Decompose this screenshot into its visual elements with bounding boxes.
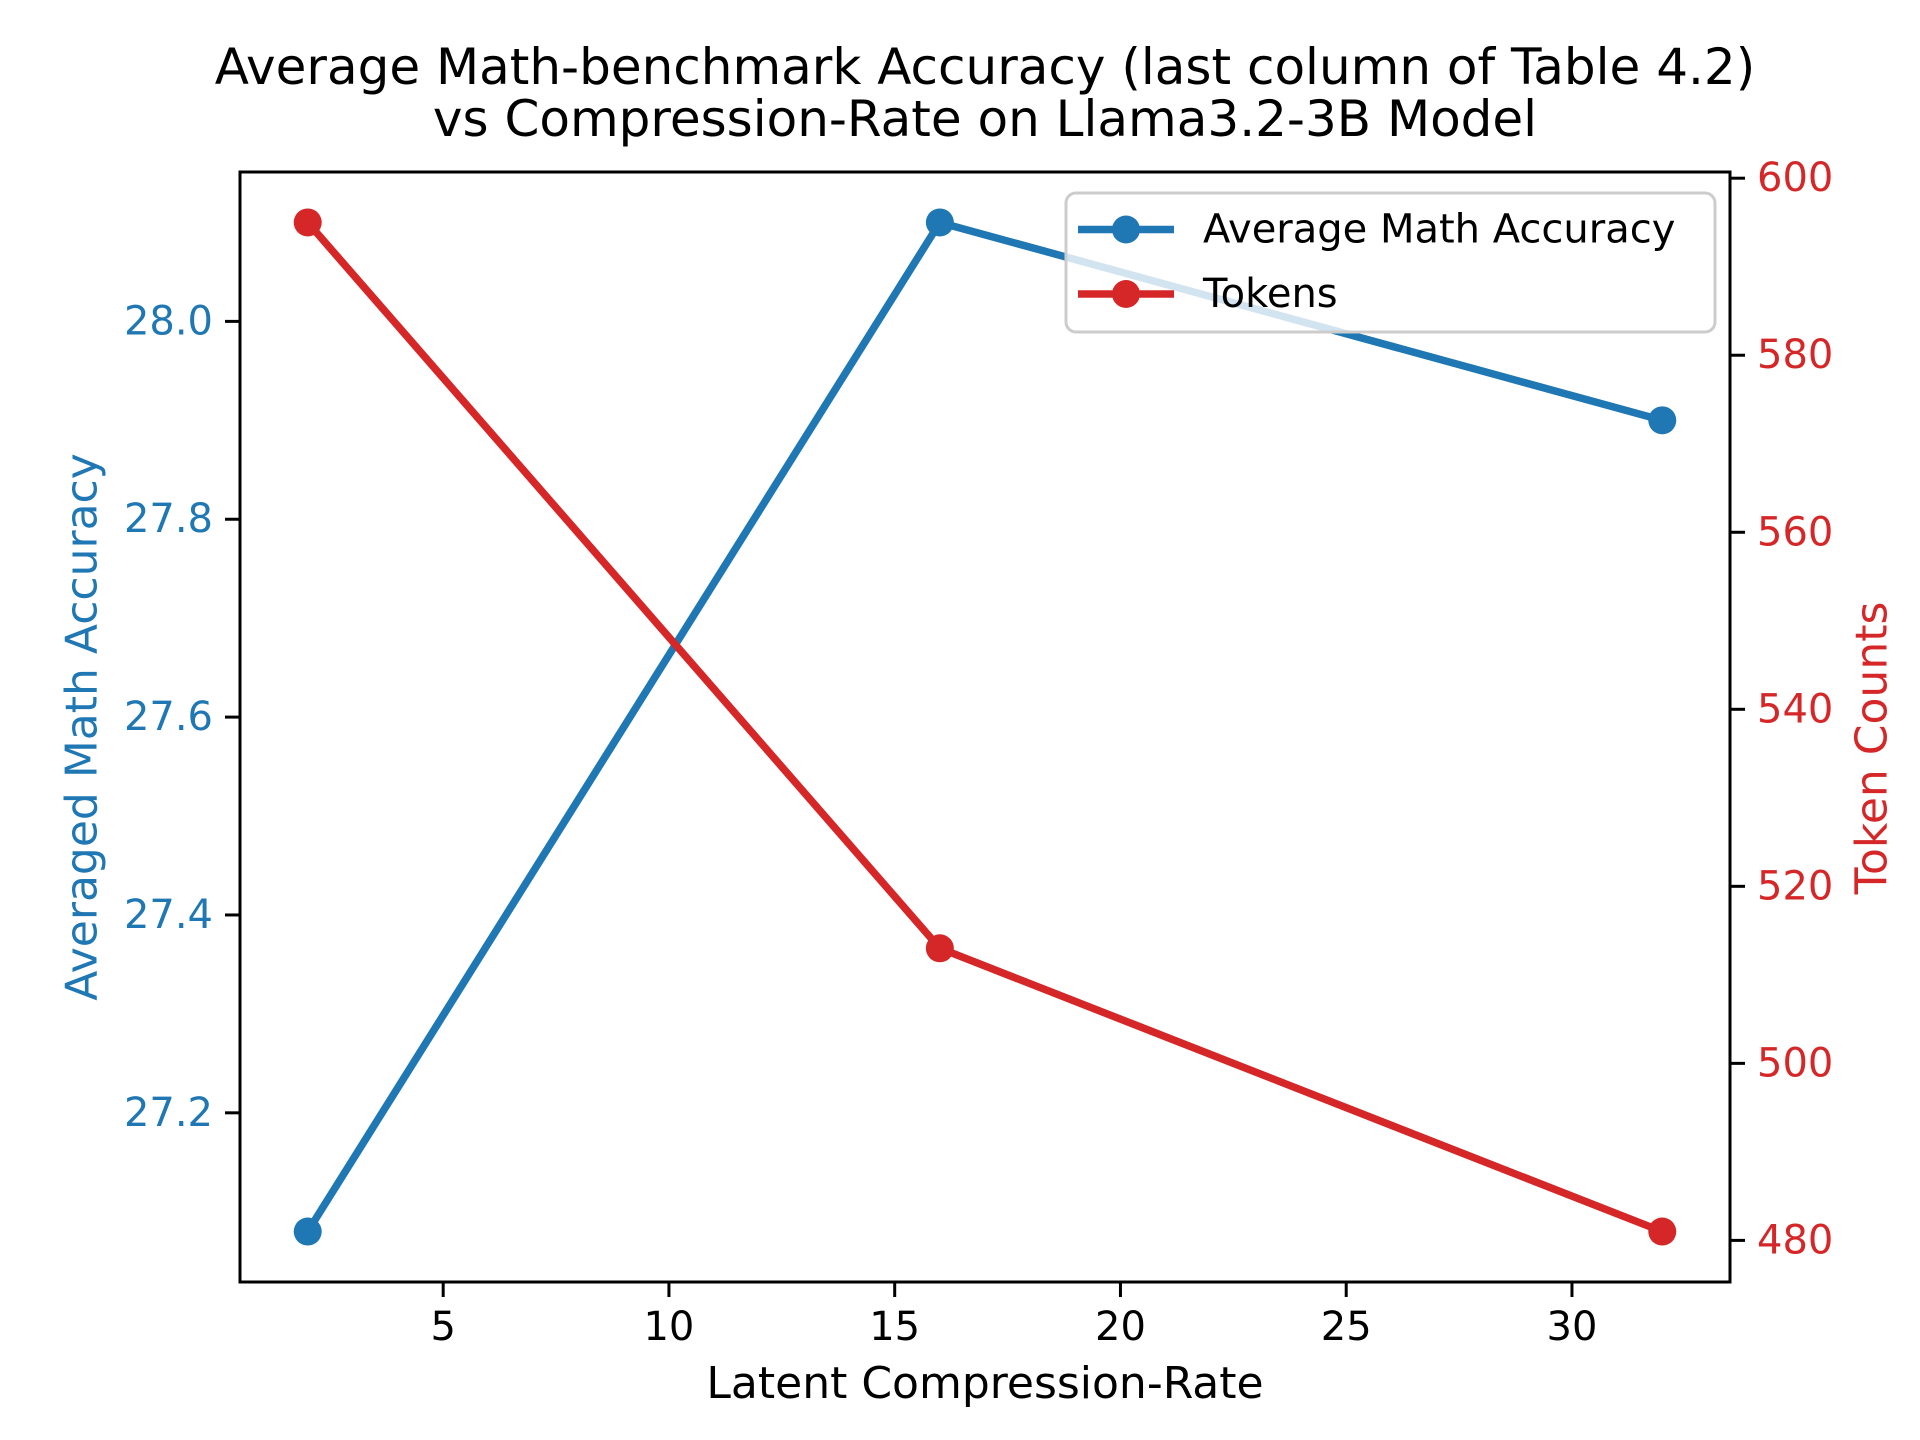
plot-area: 5 10 15 20 25 30 27.2 27.4 27.6 27.8 28.0 480 500 520… — [124, 155, 1833, 1350]
right-y-tick-label: 480 — [1757, 1217, 1833, 1263]
data-point — [293, 1217, 322, 1246]
right-y-tick-label: 600 — [1757, 155, 1833, 201]
data-point — [925, 208, 954, 237]
left-y-axis-ticks: 27.2 27.4 27.6 27.8 28.0 — [124, 298, 240, 1136]
data-point — [1648, 406, 1677, 435]
chart-title-line1: Average Math-benchmark Accuracy (last co… — [215, 38, 1755, 96]
left-y-tick-label: 27.2 — [124, 1090, 213, 1136]
right-y-tick-label: 540 — [1757, 686, 1833, 732]
data-point — [1648, 1217, 1677, 1246]
chart-title-line2: vs Compression-Rate on Llama3.2-3B Model — [433, 90, 1537, 148]
left-y-tick-label: 27.6 — [124, 694, 213, 740]
x-tick-label: 20 — [1095, 1304, 1146, 1350]
right-y-axis-label: Token Counts — [1847, 602, 1898, 896]
legend-label-1: Tokens — [1202, 271, 1338, 317]
x-tick-label: 30 — [1547, 1304, 1598, 1350]
right-y-axis-ticks: 480 500 520 540 560 580 600 — [1730, 155, 1833, 1263]
right-y-tick-label: 560 — [1757, 509, 1833, 555]
x-tick-label: 10 — [643, 1304, 694, 1350]
legend-marker-0 — [1112, 215, 1140, 244]
left-y-axis-label: Averaged Math Accuracy — [57, 453, 108, 1001]
x-tick-label: 15 — [869, 1304, 920, 1350]
left-y-tick-label: 28.0 — [124, 298, 213, 344]
x-axis-label: Latent Compression-Rate — [706, 1358, 1263, 1409]
series-1 — [293, 208, 1677, 1246]
data-point — [293, 208, 322, 237]
x-tick-label: 5 — [430, 1304, 455, 1350]
right-y-tick-label: 500 — [1757, 1040, 1833, 1086]
series-0 — [293, 208, 1677, 1246]
series-line-1 — [304, 219, 1664, 1236]
legend-box — [1064, 191, 1717, 334]
x-tick-label: 25 — [1321, 1304, 1372, 1350]
x-axis-ticks: 5 10 15 20 25 30 — [430, 1282, 1597, 1350]
legend: Average Math Accuracy Tokens — [1064, 191, 1717, 334]
data-point — [925, 934, 954, 963]
axes-spines — [238, 170, 1732, 1284]
left-y-tick-label: 27.4 — [124, 892, 213, 938]
legend-label-0: Average Math Accuracy — [1203, 207, 1675, 253]
series-line-0 — [304, 218, 1664, 1234]
right-y-tick-label: 520 — [1757, 863, 1833, 909]
legend-marker-1 — [1112, 280, 1140, 308]
left-y-tick-label: 27.8 — [124, 496, 213, 542]
right-y-tick-label: 580 — [1757, 332, 1833, 378]
